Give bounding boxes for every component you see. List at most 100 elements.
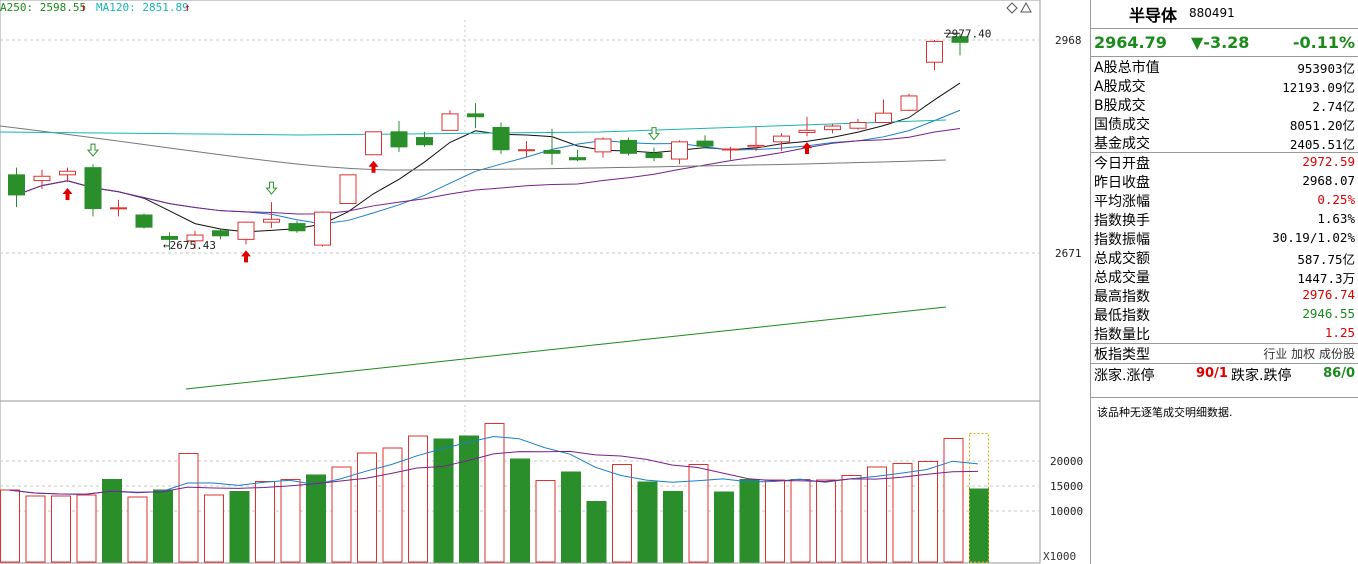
volume-tick-label: 15000: [1050, 480, 1083, 493]
limit-row: 涨家.涨停 90/1 跌家.跌停 86/0: [1091, 363, 1358, 385]
ma60-line: [0, 125, 947, 171]
volume-bar: [765, 479, 785, 563]
price-change: ▼-3.28: [1191, 33, 1250, 52]
candle-body: [8, 174, 25, 196]
stat-label: 国债成交: [1094, 117, 1150, 133]
ma-legend: A250: 2598.55 ↑ MA120: 2851.89 ↑: [0, 1, 191, 14]
volume-bar: [739, 479, 760, 563]
candle-body: [875, 112, 892, 123]
candle-body: [824, 125, 841, 131]
volume-bar: [382, 447, 403, 563]
volume-bar: [612, 464, 632, 563]
stat-label: 昨日收盘: [1094, 175, 1150, 191]
stat-value: 30.19/1.02%: [1272, 230, 1355, 245]
ma20-line: [16, 127, 961, 215]
stat-row: B股成交 2.74亿: [1091, 95, 1358, 114]
candle-body: [186, 234, 204, 242]
stat-row: 指数振幅 30.19/1.02%: [1091, 229, 1358, 248]
candle-body: [59, 170, 76, 176]
index-code: 880491: [1189, 6, 1235, 20]
stat-value: 2405.51亿: [1289, 137, 1355, 152]
volume-bar: [0, 489, 20, 563]
stat-row: 指数量比 1.25: [1091, 324, 1358, 343]
stat-label: 今日开盘: [1094, 156, 1150, 172]
triangle-up-icon[interactable]: [1020, 1, 1032, 13]
volume-bar: [331, 466, 352, 563]
volume-bar: [306, 474, 326, 563]
chart-grid: [0, 0, 1041, 564]
volume-bar: [229, 491, 250, 563]
price-tick-label: 2671: [1055, 247, 1082, 260]
volume-bar: [433, 438, 454, 563]
stat-row: 国债成交 8051.20亿: [1091, 114, 1358, 133]
candle-body: [314, 211, 331, 246]
last-price: 2964.79: [1094, 33, 1167, 52]
legend-ma250: A250: 2598.55: [0, 1, 86, 14]
candle-body: [926, 40, 943, 63]
stat-label: A股总市值: [1094, 60, 1160, 76]
stat-row: 指数换手 1.63%: [1091, 210, 1358, 229]
volume-bar: [484, 423, 505, 563]
candle-body: [900, 95, 918, 111]
volume-bar: [51, 495, 71, 563]
candlesticks: 2977.40 ←2675.43: [8, 27, 991, 252]
candle-body: [33, 175, 51, 182]
stat-value: 2.74亿: [1312, 99, 1355, 114]
sell-signal-arrow: [647, 127, 661, 141]
stat-value: 12193.09亿: [1282, 80, 1355, 95]
buy-signal-arrow: [802, 142, 812, 155]
volume-bar: [127, 496, 148, 563]
stat-value: 0.25%: [1317, 192, 1355, 207]
candle-body: [543, 149, 561, 154]
limit-up-value: 90/1: [1196, 366, 1228, 381]
volume-bar: [943, 438, 964, 563]
price-change-pct: -0.11%: [1292, 33, 1355, 52]
candle-body: [798, 129, 816, 134]
limit-down-value: 86/0: [1323, 366, 1355, 381]
candle-body: [135, 214, 153, 228]
buy-signal-arrow: [62, 188, 73, 200]
candle-body: [671, 141, 688, 160]
quote-panel: 半导体 880491 2964.79 ▼-3.28 -0.11% A股总市值 95…: [1090, 0, 1358, 564]
volume-bar: [408, 435, 428, 563]
volume-bar: [204, 494, 224, 563]
y-axis: 2968 2671 20000 15000 10000 X1000: [1043, 34, 1083, 563]
stat-row: 平均涨幅 0.25%: [1091, 191, 1358, 210]
stat-row: 最高指数 2976.74: [1091, 286, 1358, 305]
legend-ma250-arrow: ↑: [80, 1, 87, 14]
stat-value: 2968.07: [1302, 173, 1355, 188]
buy-signal-arrow: [241, 250, 251, 263]
diamond-icon[interactable]: [1006, 2, 1018, 14]
limit-down-label: 跌家.跌停: [1231, 368, 1292, 384]
stat-label: 平均涨幅: [1094, 194, 1150, 210]
candle-body: [416, 137, 433, 146]
stat-value: 1.25: [1324, 325, 1355, 340]
kline-chart[interactable]: 2977.40 ←2675.43 2968 2671 20000 15000 10000 X…: [0, 0, 1090, 564]
stat-value: 行业 加权 成份股: [1263, 347, 1355, 361]
candle-body: [237, 221, 255, 240]
volume-bar: [357, 452, 377, 563]
volume-bar: [867, 466, 887, 563]
toolbar-icons[interactable]: [1006, 1, 1032, 14]
panel-header: 半导体 880491: [1091, 0, 1358, 28]
volume-bar: [76, 494, 97, 563]
candle-body: [84, 167, 102, 210]
candle-body: [467, 113, 484, 118]
candle-body: [518, 149, 535, 152]
stat-value: 587.75亿: [1297, 252, 1355, 267]
sell-signal-arrow: [265, 181, 278, 195]
stat-row: 基金成交 2405.51亿: [1091, 133, 1358, 152]
volume-bar: [637, 481, 658, 563]
volume-bar: [714, 491, 734, 563]
volume-bar: [688, 464, 709, 563]
ma250-line: [185, 306, 947, 390]
price-tick-label: 2968: [1055, 34, 1082, 47]
candle-body: [722, 148, 739, 151]
index-name: 半导体: [1129, 6, 1178, 25]
stat-label: 总成交量: [1094, 270, 1150, 286]
volume-bar: [816, 479, 836, 563]
candle-body: [390, 131, 408, 148]
stat-label: 指数振幅: [1094, 232, 1150, 248]
volume-ma-lines: [8, 435, 979, 495]
stat-row: 最低指数 2946.55: [1091, 305, 1358, 324]
